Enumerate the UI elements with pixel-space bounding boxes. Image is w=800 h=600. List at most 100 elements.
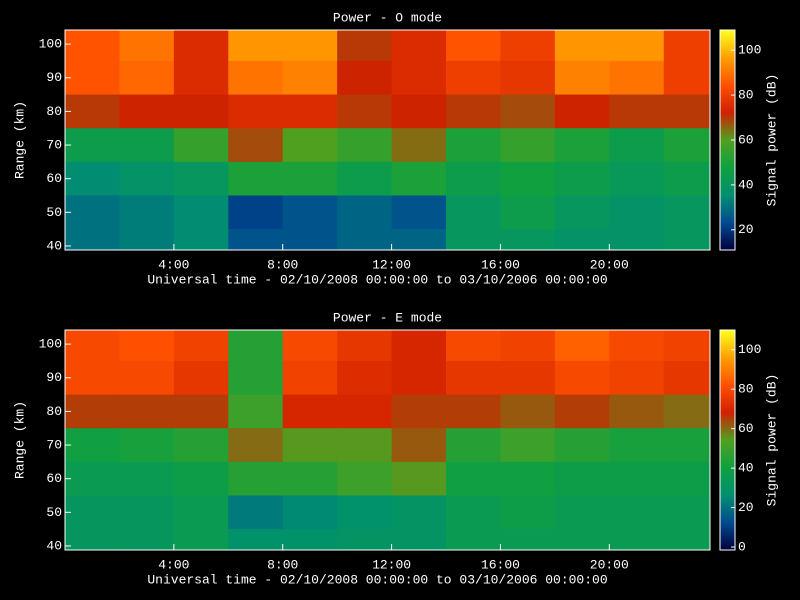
y-tick-label: 100 <box>39 37 62 52</box>
cell <box>337 195 393 230</box>
cell <box>337 330 393 362</box>
cell <box>337 30 393 62</box>
cell <box>500 94 556 129</box>
x-axis-label: Universal time - 02/10/2008 00:00:00 to … <box>147 572 607 587</box>
cell <box>446 360 501 396</box>
y-tick-label: 70 <box>46 137 62 152</box>
cell <box>663 195 710 230</box>
cell <box>119 94 175 129</box>
cell <box>391 360 447 396</box>
cell <box>554 529 610 550</box>
y-tick-label: 40 <box>46 538 62 553</box>
cell <box>609 161 665 197</box>
colorbar-tick-label: 100 <box>738 342 761 357</box>
cell <box>119 229 175 250</box>
cell <box>173 495 229 530</box>
plot-frame <box>64 329 711 551</box>
cell <box>282 394 338 429</box>
cell <box>173 461 229 497</box>
colorbar-tick-label: 60 <box>738 132 754 147</box>
cell <box>65 94 120 129</box>
cell <box>446 394 501 429</box>
cell <box>446 229 501 250</box>
cell <box>119 461 175 497</box>
cell <box>609 60 665 96</box>
cell <box>119 529 175 550</box>
cell <box>119 360 175 396</box>
cell <box>446 94 501 129</box>
cell <box>282 161 338 197</box>
cell <box>391 529 447 550</box>
cell <box>391 128 447 163</box>
y-tick-label: 80 <box>46 404 62 419</box>
cell <box>391 428 447 463</box>
plot-frame <box>64 29 711 251</box>
cell <box>228 30 284 62</box>
cell <box>173 195 229 230</box>
x-tick-label: 4:00 <box>158 557 189 572</box>
cell <box>173 60 229 96</box>
cell <box>337 360 393 396</box>
cell <box>65 229 120 250</box>
cell <box>500 495 556 530</box>
colorbar-tick-label: 0 <box>738 539 746 554</box>
cell <box>282 30 338 62</box>
cell <box>663 495 710 530</box>
cell <box>609 229 665 250</box>
cell <box>228 330 284 362</box>
cell <box>337 94 393 129</box>
cell <box>554 360 610 396</box>
cell <box>500 394 556 429</box>
heatmap <box>65 30 710 250</box>
cell <box>65 461 120 497</box>
cell <box>119 330 175 362</box>
cell <box>554 161 610 197</box>
cell <box>65 394 120 429</box>
cell <box>282 461 338 497</box>
colorbar-tick-label: 40 <box>738 461 754 476</box>
cell <box>609 495 665 530</box>
cell <box>282 495 338 530</box>
cell <box>500 461 556 497</box>
cell <box>391 394 447 429</box>
cell <box>228 360 284 396</box>
y-tick-label: 90 <box>46 70 62 85</box>
cell <box>228 229 284 250</box>
chart-title: Power - E mode <box>333 310 442 325</box>
cell <box>65 360 120 396</box>
cell <box>663 128 710 163</box>
cell <box>337 229 393 250</box>
x-tick-label: 12:00 <box>372 557 411 572</box>
cell <box>663 529 710 550</box>
cell <box>337 394 393 429</box>
y-tick-label: 40 <box>46 238 62 253</box>
cell <box>65 161 120 197</box>
cell <box>609 360 665 396</box>
cell <box>65 60 120 96</box>
cell <box>391 195 447 230</box>
cell <box>391 94 447 129</box>
cell <box>554 94 610 129</box>
cell <box>554 128 610 163</box>
x-tick-label: 20:00 <box>590 557 629 572</box>
cell <box>554 195 610 230</box>
cell <box>609 394 665 429</box>
cell <box>228 161 284 197</box>
y-tick-label: 100 <box>39 337 62 352</box>
cell <box>391 161 447 197</box>
colorbar-tick-label: 20 <box>738 222 754 237</box>
cell <box>228 94 284 129</box>
cell <box>228 128 284 163</box>
x-tick-label: 16:00 <box>481 557 520 572</box>
cell <box>500 360 556 396</box>
cell <box>609 529 665 550</box>
cell <box>391 60 447 96</box>
cell <box>173 330 229 362</box>
x-tick-label: 16:00 <box>481 257 520 272</box>
cell <box>554 495 610 530</box>
cell <box>554 461 610 497</box>
cell <box>554 60 610 96</box>
cell <box>554 394 610 429</box>
cell <box>119 30 175 62</box>
